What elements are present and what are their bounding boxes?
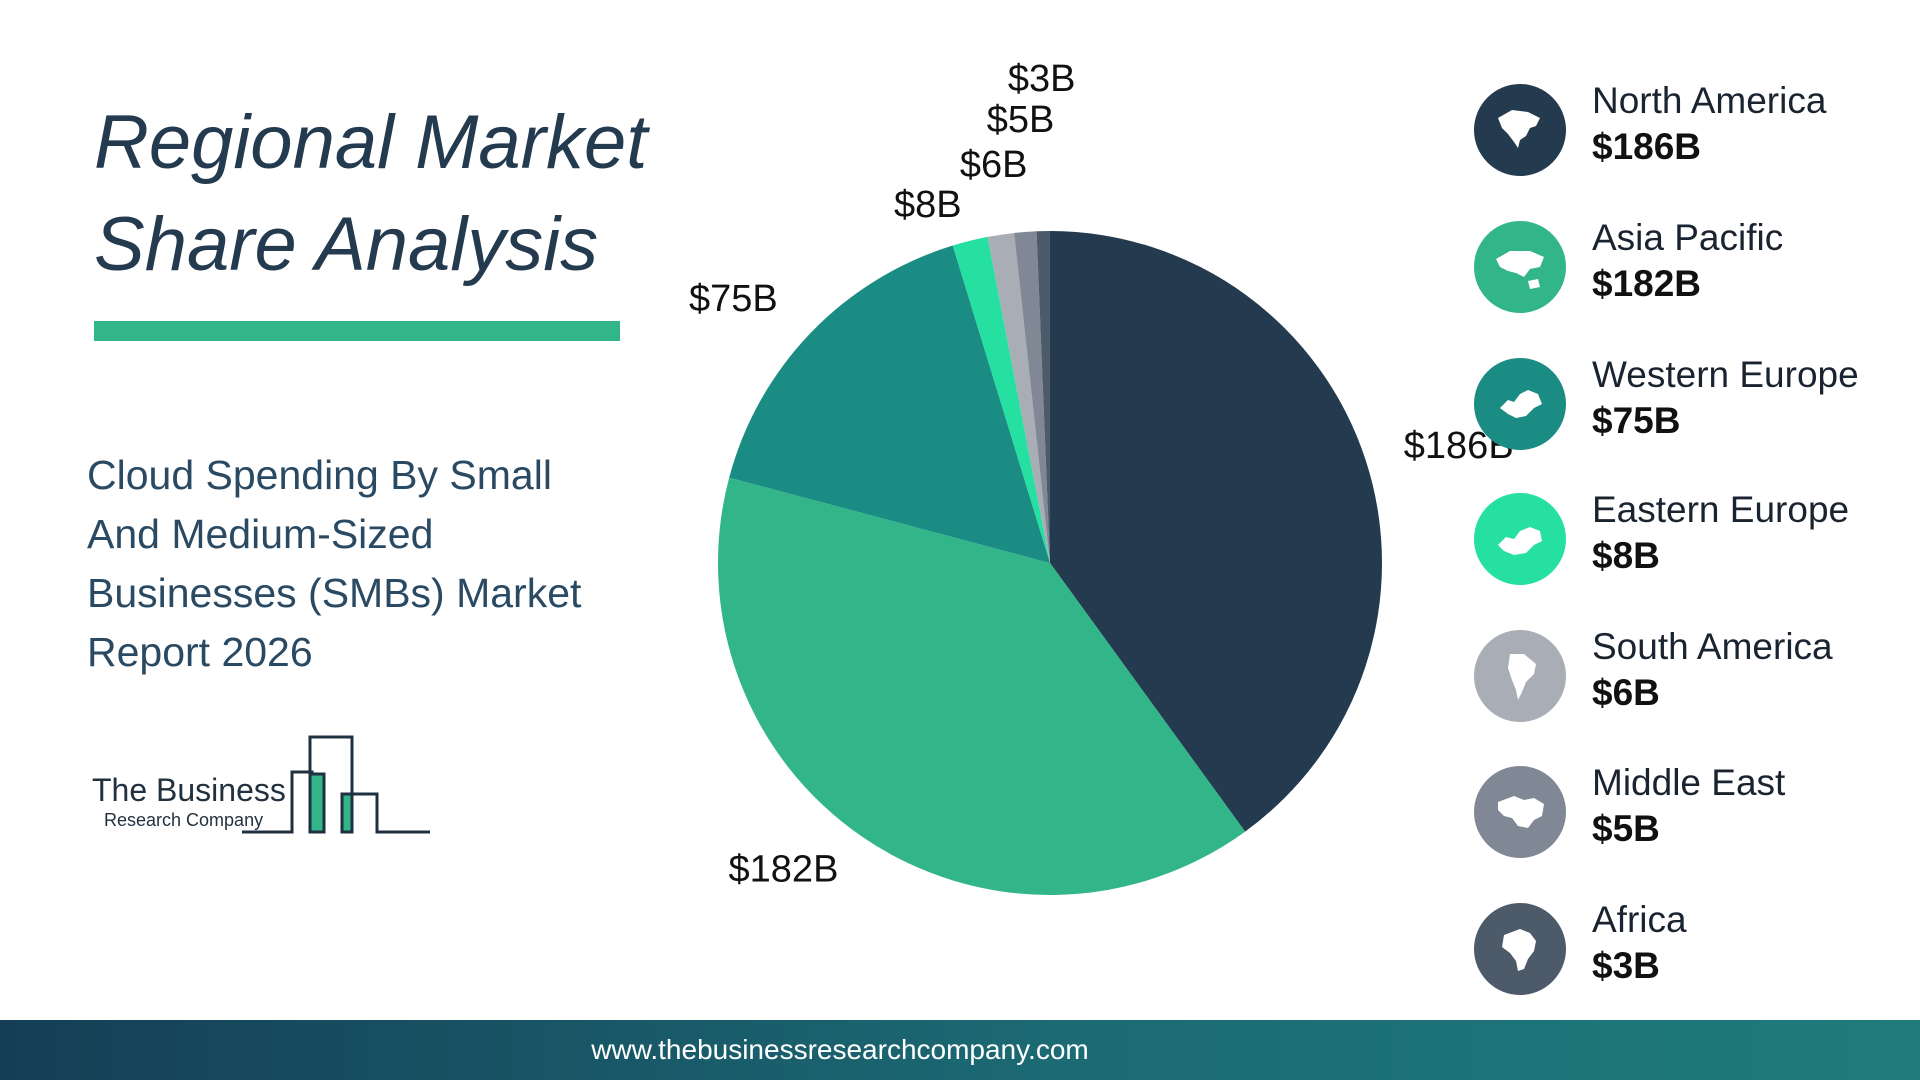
legend-label: North America — [1592, 80, 1827, 121]
legend-item-south-america: South America $6B — [1474, 626, 1914, 726]
legend-label: Middle East — [1592, 762, 1786, 803]
legend-item-eastern-europe: Eastern Europe $8B — [1474, 489, 1914, 589]
company-logo: The Business Research Company — [92, 732, 442, 842]
report-subtitle: Cloud Spending By Small And Medium-Sized… — [87, 452, 582, 675]
eastern-europe-map-icon — [1474, 493, 1566, 585]
south-america-map-icon — [1474, 630, 1566, 722]
pie-slice-middle-east — [1014, 231, 1050, 563]
legend-value: $182B — [1592, 263, 1702, 304]
footer-bar: www.thebusinessresearchcompany.com — [0, 1020, 1920, 1080]
africa-map-icon — [1474, 903, 1566, 995]
pie-data-label: $75B — [689, 278, 778, 320]
pie-data-label: $6B — [960, 144, 1028, 186]
legend-label: Western Europe — [1592, 354, 1859, 395]
logo-text-secondary: Research Company — [104, 810, 264, 830]
pie-slice-south-america — [987, 232, 1050, 563]
middle-east-map-icon — [1474, 766, 1566, 858]
logo-text-primary: The Business — [92, 772, 286, 808]
pie-data-label: $3B — [1008, 58, 1076, 100]
pie-slice-western-europe — [729, 245, 1050, 563]
north-america-map-icon — [1474, 84, 1566, 176]
legend-item-western-europe: Western Europe $75B — [1474, 354, 1914, 454]
title-underline — [94, 321, 620, 341]
legend-item-middle-east: Middle East $5B — [1474, 762, 1914, 862]
legend-value: $8B — [1592, 535, 1660, 576]
legend-value: $3B — [1592, 945, 1660, 986]
legend-value: $6B — [1592, 672, 1660, 713]
legend-value: $75B — [1592, 400, 1681, 441]
pie-chart: $186B$182B$75B$8B$6B$5B$3B — [689, 58, 1514, 895]
legend-item-asia-pacific: Asia Pacific $182B — [1474, 217, 1914, 317]
pie-slice-north-america — [1050, 231, 1382, 832]
legend-label: South America — [1592, 626, 1833, 667]
legend-value: $186B — [1592, 126, 1702, 167]
legend-label: Africa — [1592, 899, 1687, 940]
pie-slice-asia-pacific — [718, 477, 1246, 895]
legend-item-africa: Africa $3B — [1474, 899, 1914, 999]
pie-data-label: $5B — [987, 99, 1055, 141]
pie-data-label: $182B — [729, 848, 839, 890]
footer-url-link[interactable]: www.thebusinessresearchcompany.com — [591, 1034, 1089, 1065]
page-title: Regional Market Share Analysis — [94, 100, 648, 287]
legend-item-north-america: North America $186B — [1474, 80, 1914, 180]
legend-value: $5B — [1592, 808, 1660, 849]
pie-slice-africa — [1036, 231, 1050, 563]
logo-skyline-icon — [242, 735, 430, 834]
asia-pacific-map-icon — [1474, 221, 1566, 313]
pie-slice-eastern-europe — [952, 236, 1050, 564]
legend-label: Asia Pacific — [1592, 217, 1784, 258]
western-europe-map-icon — [1474, 358, 1566, 450]
pie-data-label: $8B — [894, 184, 962, 226]
legend-label: Eastern Europe — [1592, 489, 1850, 530]
